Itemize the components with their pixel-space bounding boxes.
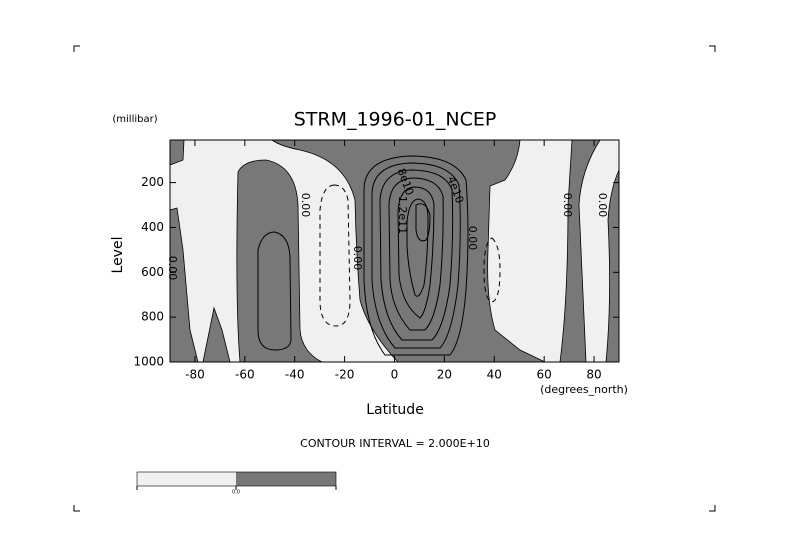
colorbar-swatch — [137, 472, 236, 486]
plot-area — [169, 139, 620, 363]
chart-title: STRM_1996-01_NCEP — [294, 109, 497, 131]
y-tick-label: 800 — [141, 310, 164, 324]
contour-label: 0.00 — [466, 226, 479, 251]
colorbar: 0.0 — [136, 471, 337, 496]
contour-label: 0.00 — [166, 256, 179, 281]
contour-lines — [257, 155, 501, 356]
x-tick-label: 60 — [537, 368, 552, 382]
y-tick-label: 1000 — [133, 355, 164, 369]
corner-marks — [73, 45, 716, 512]
colorbar-swatch — [236, 472, 336, 486]
y-tick-label: 200 — [141, 175, 164, 189]
x-axis-title: Latitude — [366, 402, 424, 418]
x-tick-label: 0 — [391, 368, 399, 382]
contour-label: 1.2e11 — [396, 196, 409, 234]
x-tick-label: 40 — [487, 368, 502, 382]
x-tick-label: 80 — [586, 368, 601, 382]
footer: CONTOUR INTERVAL = 2.000E+10 — [300, 437, 490, 450]
x-tick-label: -60 — [235, 368, 255, 382]
x-tick-label: -40 — [285, 368, 305, 382]
contour-label: 0.00 — [299, 193, 312, 218]
contour-label: 0.00 — [596, 193, 609, 218]
contour-label: 0.00 — [351, 246, 364, 271]
contour-label: 0.00 — [561, 193, 574, 218]
x-tick-label: -20 — [335, 368, 355, 382]
x-tick-label: -80 — [185, 368, 205, 382]
colorbar-ticks — [136, 486, 337, 490]
y-tick-label: 400 — [141, 220, 164, 234]
y-unit: (millibar) — [112, 114, 157, 125]
x-tick-label: 20 — [437, 368, 452, 382]
x-unit: (degrees_north) — [540, 383, 628, 396]
colorbar-label: 0.0 — [232, 490, 240, 496]
y-tick-label: 600 — [141, 265, 164, 279]
y-axis-title: Level — [110, 237, 126, 274]
